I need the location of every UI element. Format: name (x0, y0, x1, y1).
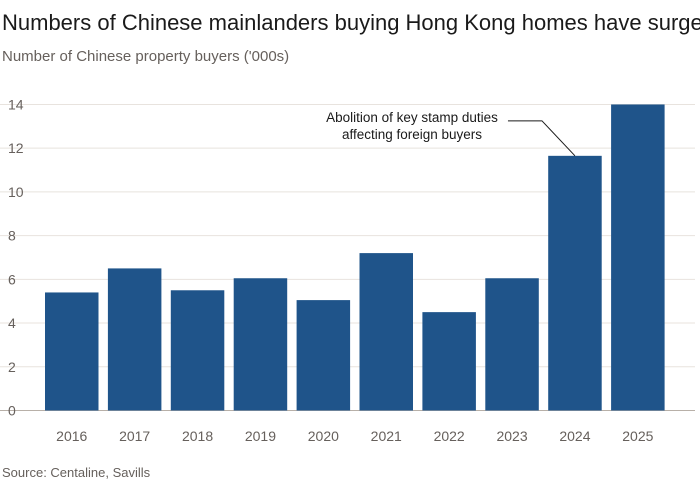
x-tick-label: 2021 (371, 428, 402, 444)
x-tick-label: 2022 (434, 428, 465, 444)
y-tick-label: 6 (8, 271, 16, 287)
bar-2023 (485, 278, 539, 411)
bar-2021 (359, 253, 413, 411)
y-tick-label: 14 (8, 96, 24, 112)
annotation-leader-line (507, 120, 576, 157)
bar-2017 (107, 268, 162, 411)
x-tick-label: 2017 (119, 428, 150, 444)
bar-2018 (170, 290, 225, 411)
annotation-text: Abolition of key stamp duties (326, 110, 498, 125)
x-tick-label: 2025 (622, 428, 653, 444)
y-tick-label: 2 (8, 359, 16, 375)
y-tick-label: 8 (8, 228, 16, 244)
chart-title: Numbers of Chinese mainlanders buying Ho… (2, 10, 700, 35)
chart-subtitle: Number of Chinese property buyers ('000s… (2, 48, 290, 65)
bar-2024 (548, 155, 602, 411)
x-tick-label: 2019 (245, 428, 276, 444)
x-tick-label: 2020 (308, 428, 339, 444)
bar-2022 (422, 312, 476, 411)
y-tick-label: 4 (8, 315, 16, 331)
x-tick-label: 2016 (56, 428, 87, 444)
bar-2019 (233, 278, 288, 411)
bar-2025 (611, 104, 665, 411)
source-note: Source: Centaline, Savills (2, 465, 151, 480)
bar-2016 (45, 292, 99, 411)
y-tick-label: 0 (8, 403, 16, 419)
x-tick-label: 2023 (496, 428, 527, 444)
x-tick-label: 2018 (182, 428, 213, 444)
x-tick-label: 2024 (559, 428, 590, 444)
annotation-text: affecting foreign buyers (342, 127, 482, 142)
y-tick-label: 12 (8, 140, 24, 156)
bar-2020 (296, 300, 351, 411)
y-tick-label: 10 (8, 184, 24, 200)
